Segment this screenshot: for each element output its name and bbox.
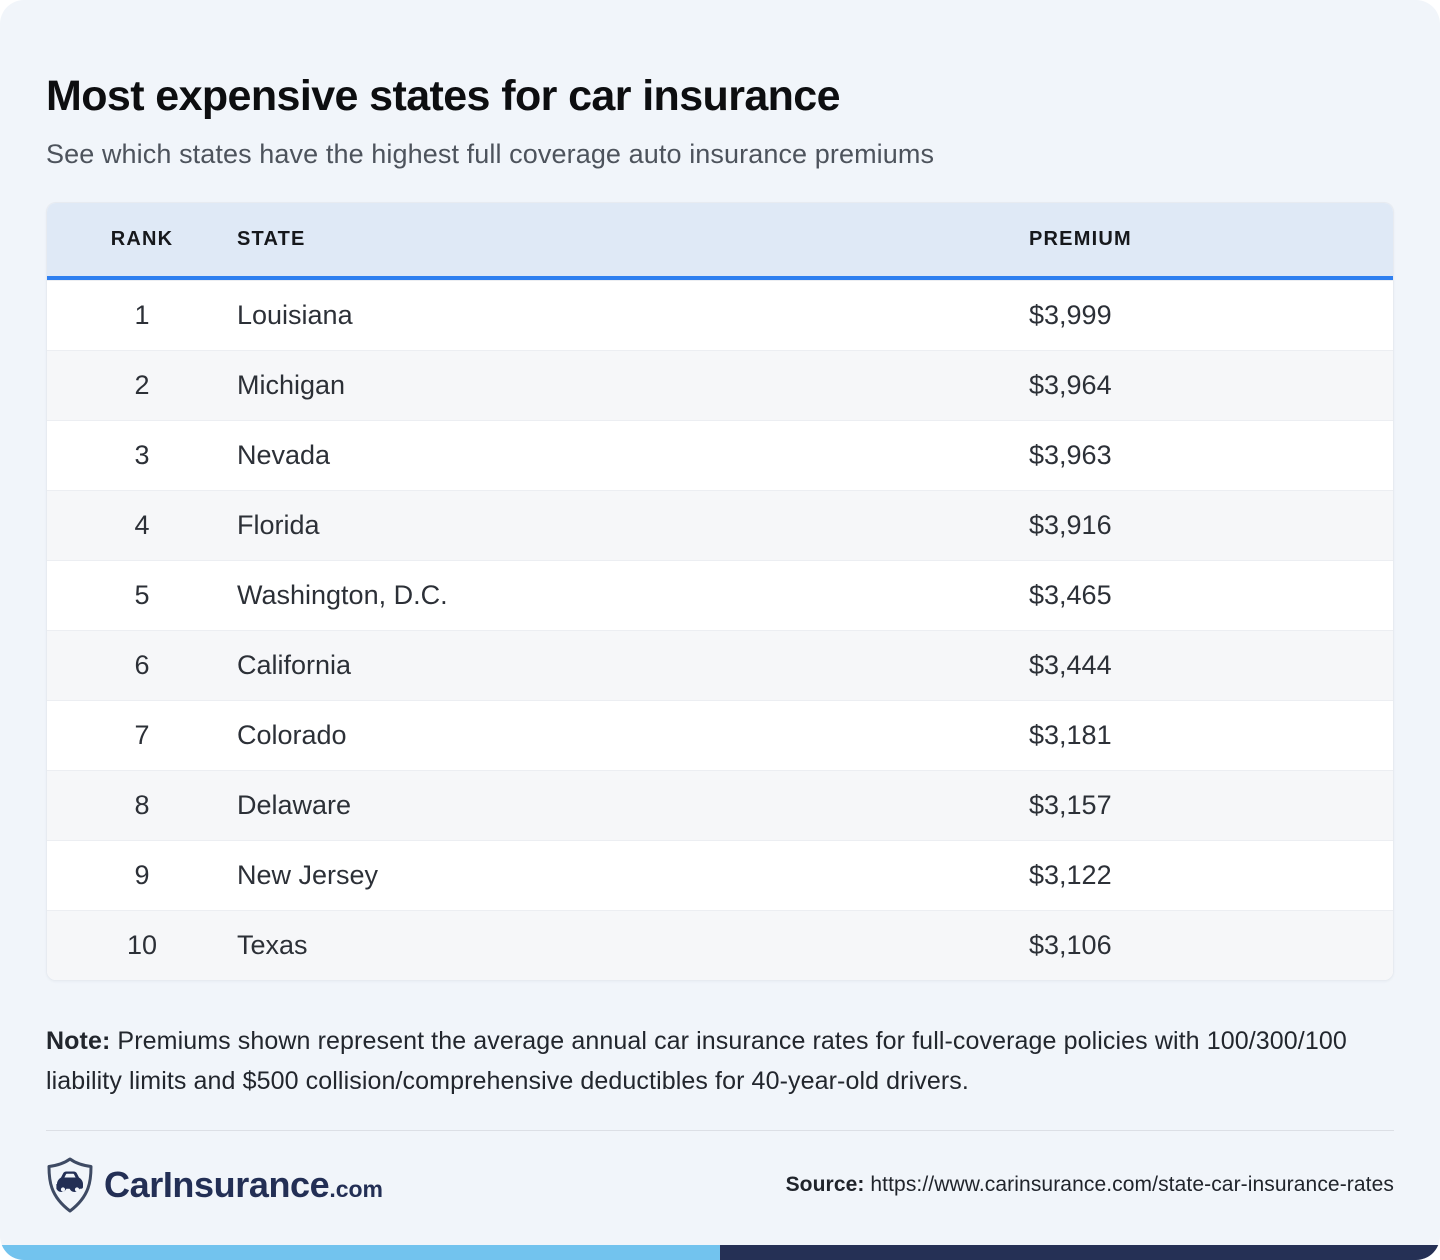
table-row: 1 Louisiana $3,999 [47, 280, 1393, 351]
rank-cell: 2 [134, 370, 150, 401]
premium-cell: $3,465 [1029, 580, 1112, 611]
brand-text: CarInsurance [104, 1164, 330, 1205]
table-row: 8 Delaware $3,157 [47, 770, 1393, 841]
state-cell: Nevada [237, 440, 331, 471]
footnote-label: Note: [46, 1027, 111, 1056]
table-row: 10 Texas $3,106 [47, 910, 1393, 981]
state-cell: Michigan [237, 370, 346, 401]
table-row: 6 California $3,444 [47, 630, 1393, 701]
premium-cell: $3,106 [1029, 930, 1112, 961]
state-cell: New Jersey [237, 860, 379, 891]
source-line: Source: https://www.carinsurance.com/sta… [786, 1173, 1394, 1197]
state-cell: Texas [237, 930, 308, 961]
brand-suffix: .com [329, 1176, 383, 1202]
footer-divider [46, 1130, 1394, 1131]
rank-cell: 1 [134, 300, 150, 331]
brand-logo[interactable]: CarInsurance.com [46, 1156, 383, 1214]
premium-cell: $3,157 [1029, 790, 1112, 821]
premium-cell: $3,444 [1029, 650, 1112, 681]
premium-cell: $3,916 [1029, 510, 1112, 541]
premium-cell: $3,122 [1029, 860, 1112, 891]
rank-cell: 6 [134, 650, 150, 681]
state-cell: Washington, D.C. [237, 580, 448, 611]
footnote: Note: Premiums shown represent the avera… [46, 1021, 1394, 1101]
rank-cell: 3 [134, 440, 150, 471]
rank-cell: 9 [134, 860, 150, 891]
premium-cell: $3,963 [1029, 440, 1112, 471]
state-cell: Delaware [237, 790, 352, 821]
footer: CarInsurance.com Source: https://www.car… [46, 1156, 1394, 1214]
source-url[interactable]: https://www.carinsurance.com/state-car-i… [864, 1173, 1394, 1196]
table-row: 4 Florida $3,916 [47, 490, 1393, 561]
column-header-state: STATE [237, 228, 306, 251]
footnote-text: Premiums shown represent the average ann… [46, 1027, 1347, 1096]
table-row: 3 Nevada $3,963 [47, 420, 1393, 491]
bottom-accent-bar [0, 1245, 1440, 1260]
premium-cell: $3,181 [1029, 720, 1112, 751]
state-cell: Florida [237, 510, 320, 541]
bottom-bar-dark-segment [720, 1245, 1440, 1260]
rank-cell: 8 [134, 790, 150, 821]
premium-table: RANK STATE PREMIUM 1 Louisiana $3,999 2 … [46, 202, 1394, 982]
rank-cell: 4 [134, 510, 150, 541]
page-subtitle: See which states have the highest full c… [46, 139, 935, 170]
premium-cell: $3,999 [1029, 300, 1112, 331]
page-title: Most expensive states for car insurance [46, 72, 841, 120]
premium-cell: $3,964 [1029, 370, 1112, 401]
table-header-row: RANK STATE PREMIUM [47, 203, 1393, 281]
state-cell: Louisiana [237, 300, 353, 331]
table-row: 9 New Jersey $3,122 [47, 840, 1393, 911]
table-row: 2 Michigan $3,964 [47, 350, 1393, 421]
table-row: 5 Washington, D.C. $3,465 [47, 560, 1393, 631]
source-label: Source: [785, 1173, 865, 1196]
brand-name: CarInsurance.com [104, 1164, 383, 1206]
column-header-rank: RANK [110, 228, 174, 251]
rank-cell: 5 [134, 580, 150, 611]
state-cell: California [237, 650, 352, 681]
column-header-premium: PREMIUM [1029, 228, 1132, 251]
state-cell: Colorado [237, 720, 347, 751]
table-row: 7 Colorado $3,181 [47, 700, 1393, 771]
shield-car-icon [47, 1157, 93, 1213]
rank-cell: 7 [134, 720, 150, 751]
bottom-bar-light-segment [0, 1245, 720, 1260]
rank-cell: 10 [126, 930, 158, 961]
